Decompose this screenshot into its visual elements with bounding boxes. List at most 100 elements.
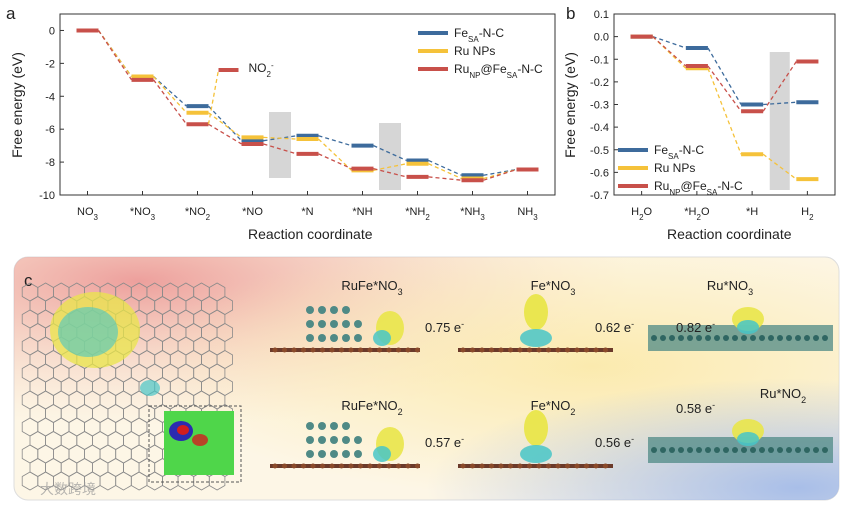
connector (263, 143, 297, 155)
ru-atom (306, 320, 314, 328)
legend-label: RuNP@FeSA-N-C (454, 62, 543, 80)
ru-atom (822, 447, 828, 453)
panel-a-label: a (6, 4, 16, 23)
c-atom (386, 347, 392, 353)
ru-atom (306, 306, 314, 314)
connector (373, 163, 407, 171)
c-atom (460, 347, 466, 353)
c-atom (546, 347, 551, 353)
x-tick-label: *NO2 (185, 206, 211, 222)
ru-atom (741, 447, 747, 453)
c-atom (498, 347, 504, 353)
connector (428, 176, 462, 181)
connector (208, 105, 242, 142)
legend-label: FeSA-N-C (654, 143, 704, 161)
series-fe (630, 34, 819, 107)
charge-transfer-label: 0.82 e- (676, 319, 715, 335)
ru-atom (813, 335, 819, 341)
ru-atom (687, 447, 693, 453)
ru-atom (750, 447, 756, 453)
c-atom (508, 347, 513, 353)
ru-atom (768, 447, 774, 453)
c-atom (310, 463, 316, 469)
x-tick-label: H2 (801, 206, 814, 222)
connector (318, 135, 352, 147)
x-tick-label: *N (301, 206, 313, 218)
y-tick-label: -0.4 (590, 122, 609, 134)
ru-atom (795, 447, 801, 453)
ru-atom (342, 334, 350, 342)
ru-atom (687, 335, 693, 341)
c-atom (310, 347, 316, 353)
ru-atom (768, 335, 774, 341)
structure-5: Fe*NO2 0.56 e- (458, 398, 634, 469)
c-atom (565, 463, 570, 469)
charge-transfer-label: 0.58 e- (676, 400, 715, 416)
ru-atom (804, 335, 810, 341)
watermark: 大数跨境 (40, 481, 96, 497)
series-ru (630, 34, 819, 114)
highlight-band (269, 112, 291, 178)
connector (652, 36, 687, 69)
connector (483, 168, 517, 181)
ru-atom (318, 320, 326, 328)
ru-atom (696, 335, 702, 341)
x-tick-label: *NH2 (405, 206, 430, 222)
ru-atom (318, 334, 326, 342)
structure-2: Fe*NO3 0.62 e- (458, 278, 634, 353)
c-atom (536, 347, 542, 353)
ru-atom (330, 422, 338, 430)
legend-label: RuNP@FeSA-N-C (654, 179, 743, 197)
legend-label: Ru NPs (454, 44, 495, 58)
structure-6: Ru*NO2 0.58 e- (648, 386, 833, 463)
graphene-ring (208, 471, 226, 491)
connector (318, 138, 352, 171)
c-atom (329, 347, 335, 353)
ru-atom (741, 335, 747, 341)
ru-atom (678, 335, 684, 341)
c-atom (479, 463, 485, 469)
x-tick-label: *NO (242, 206, 263, 218)
ru-atom (660, 447, 666, 453)
connector (153, 76, 187, 114)
ru-atom (318, 306, 326, 314)
c-atom (396, 347, 401, 353)
connector (373, 145, 407, 162)
c-atom (396, 463, 401, 469)
c-atom (301, 347, 306, 353)
connector (707, 47, 742, 105)
ru-atom (651, 447, 657, 453)
ru-atom (732, 335, 738, 341)
connector (763, 101, 797, 106)
c-atom (527, 463, 532, 469)
ru-atom (813, 447, 819, 453)
ru-atom (759, 335, 765, 341)
ru-atom (342, 436, 350, 444)
connector (762, 61, 797, 112)
ru-atom (330, 306, 338, 314)
c-atom (282, 347, 287, 353)
structure-label: RuFe*NO3 (341, 278, 402, 297)
c-atom (329, 463, 335, 469)
c-atom (272, 463, 278, 469)
highlight-band (379, 123, 401, 190)
charge-transfer-label: 0.75 e- (425, 319, 464, 335)
x-tick-label: *NH3 (460, 206, 485, 222)
structure-1: RuFe*NO3 0.75 e- (270, 278, 464, 353)
c-atom (603, 347, 608, 353)
ru-atom (342, 450, 350, 458)
ru-atom (714, 447, 720, 453)
c-atom (574, 463, 580, 469)
ru-atom (678, 447, 684, 453)
c-atom (584, 463, 589, 469)
ru-atom (777, 335, 783, 341)
c-atom (574, 347, 580, 353)
c-atom (517, 463, 523, 469)
ru-atom (705, 335, 711, 341)
y-tick-label: 0.1 (594, 9, 609, 21)
c-atom (565, 347, 570, 353)
c-atom (546, 463, 551, 469)
ru-atom (354, 334, 362, 342)
series-ru (76, 28, 539, 183)
